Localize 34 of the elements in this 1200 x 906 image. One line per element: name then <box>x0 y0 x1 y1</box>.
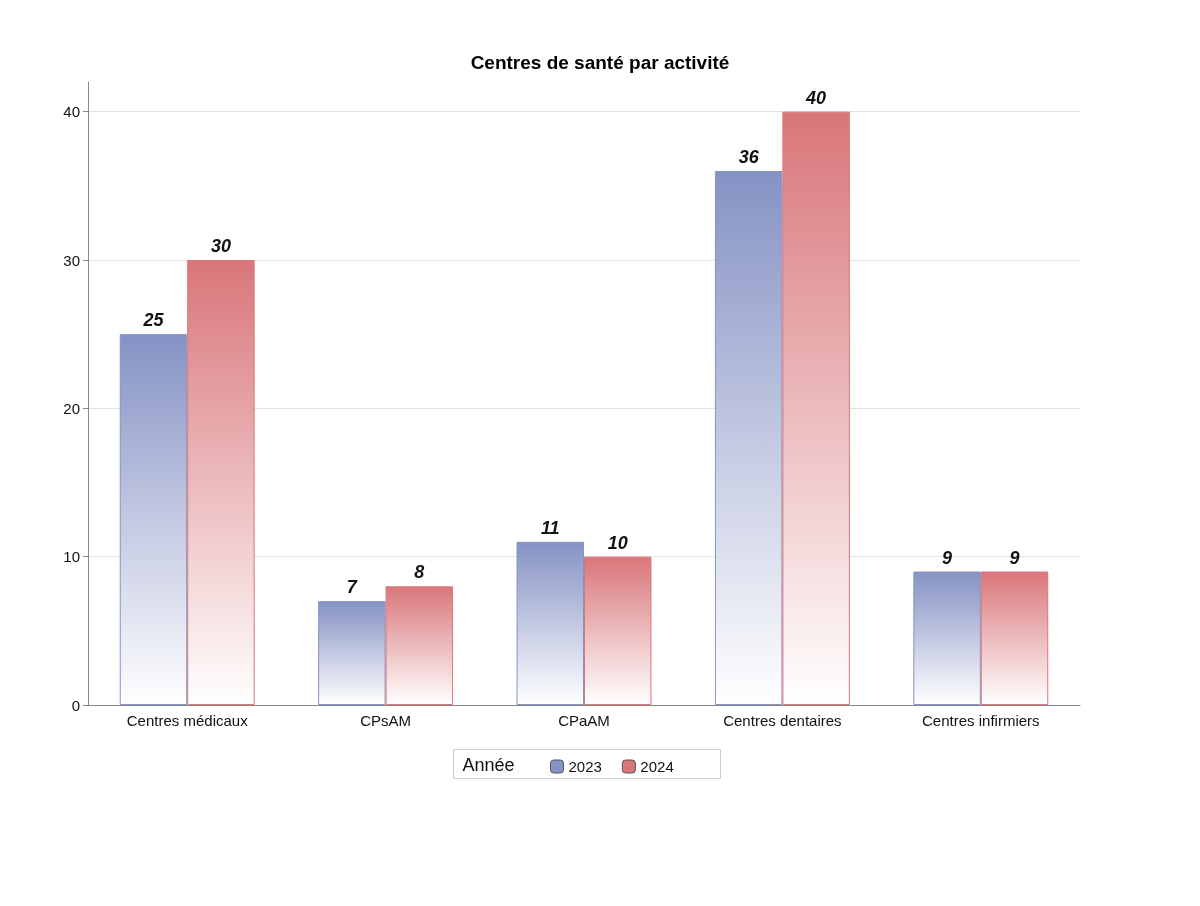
bar <box>980 571 1049 705</box>
bar <box>119 334 188 705</box>
chart-title: Centres de santé par activité <box>470 52 730 73</box>
legend-label: 2024 <box>640 758 674 775</box>
bar <box>584 556 652 705</box>
bar <box>516 541 584 705</box>
bar <box>318 601 386 705</box>
bar <box>385 586 454 705</box>
data-label: 36 <box>738 147 760 167</box>
x-tick-label: Centres dentaires <box>723 712 842 729</box>
y-tick-label: 10 <box>63 548 80 566</box>
data-label: 10 <box>607 532 628 553</box>
bar <box>782 111 850 705</box>
y-tick-label: 20 <box>63 399 80 417</box>
data-label: 25 <box>142 310 165 331</box>
y-tick-label: 30 <box>63 251 80 269</box>
x-tick-label: CPaAM <box>558 712 610 729</box>
legend-title: Année <box>462 754 515 775</box>
data-label: 30 <box>210 236 231 256</box>
data-label: 8 <box>414 562 425 583</box>
y-tick-label: 0 <box>71 696 80 714</box>
data-label: 7 <box>346 577 358 598</box>
x-tick-label: CPsAM <box>360 712 412 729</box>
x-tick-label: Centres infirmiers <box>922 712 1040 729</box>
bar <box>187 260 255 705</box>
data-label: 9 <box>1009 547 1020 568</box>
data-label: 11 <box>540 517 560 538</box>
legend-label: 2023 <box>568 758 602 775</box>
bar <box>913 571 981 705</box>
data-label: 9 <box>942 547 953 568</box>
y-tick-label: 40 <box>63 103 80 121</box>
bar <box>714 171 783 705</box>
x-tick-label: Centres médicaux <box>126 712 249 729</box>
data-label: 40 <box>805 87 827 108</box>
